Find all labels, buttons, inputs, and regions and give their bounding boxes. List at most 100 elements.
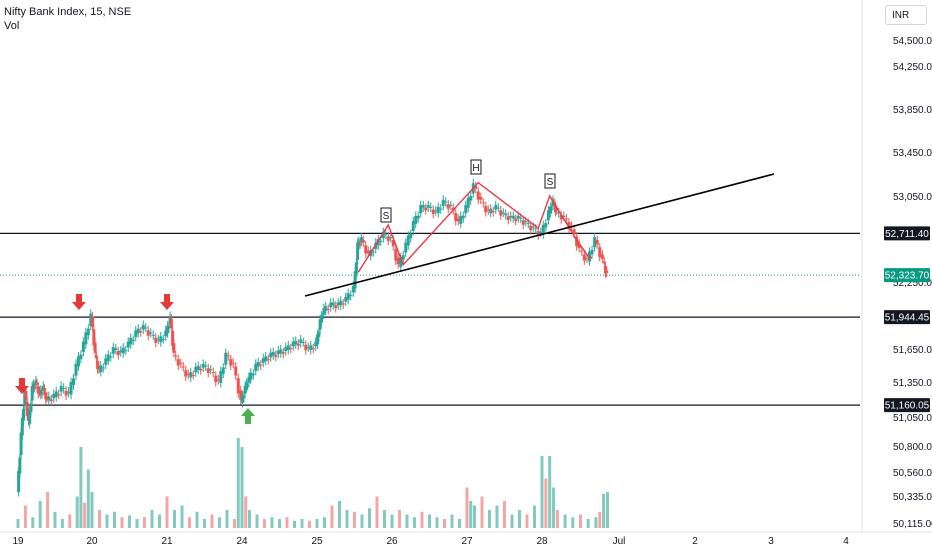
volume-bar <box>495 505 499 528</box>
volume-bar <box>458 519 461 528</box>
candle-body <box>106 354 110 361</box>
candle-body <box>564 218 568 220</box>
candle-body <box>416 215 420 219</box>
candle-body <box>489 208 493 214</box>
volume-indicator-label: Vol <box>4 20 20 32</box>
candle-body <box>436 206 440 214</box>
price-tick-label: 51,350.00 <box>893 378 932 389</box>
candle-body <box>511 215 515 219</box>
volume-bar <box>53 511 57 528</box>
time-tick-label: 4 <box>843 536 849 547</box>
volume-bar <box>469 501 473 528</box>
candle-body <box>174 355 178 357</box>
volume-bar <box>165 496 169 528</box>
candle-body <box>499 210 503 216</box>
volume-bar <box>263 519 266 528</box>
volume-bar <box>278 519 281 528</box>
candle-body <box>54 391 58 397</box>
candle-body <box>59 385 63 392</box>
candle-body <box>521 220 525 225</box>
volume-bar <box>443 519 446 528</box>
volume-bar <box>203 519 206 528</box>
candle-body <box>439 208 443 210</box>
candle-body <box>114 348 118 350</box>
volume-bar <box>143 517 146 528</box>
candle-body <box>266 359 270 361</box>
time-tick-label: 27 <box>461 536 473 547</box>
time-tick-label: 25 <box>311 536 323 547</box>
volume-bar <box>308 520 311 528</box>
volume-bar <box>46 492 50 528</box>
candle-body <box>364 245 368 254</box>
candle-body <box>18 457 22 474</box>
neckline-trendline <box>304 173 775 297</box>
volume-bar <box>86 469 90 528</box>
candle-body <box>35 383 39 384</box>
volume-bar <box>23 505 27 528</box>
candle-body <box>426 205 430 208</box>
candle-body <box>464 205 468 214</box>
candle-body <box>281 352 285 354</box>
volume-bar <box>383 510 386 528</box>
volume-bar <box>525 514 529 528</box>
breakdown-arrow-line <box>576 239 593 259</box>
candle-body <box>29 403 33 413</box>
candle-body <box>331 302 335 306</box>
candle-body <box>52 394 56 399</box>
volume-bar <box>285 517 289 528</box>
head-label-box <box>470 159 482 175</box>
candle-body <box>131 339 135 341</box>
volume-bar <box>398 510 401 528</box>
candle-body <box>194 367 198 373</box>
candle-body <box>294 340 298 345</box>
candle-body <box>81 341 85 352</box>
candle-body <box>249 372 253 380</box>
candle-body <box>358 243 362 245</box>
candle-body <box>309 345 313 350</box>
candle-body <box>209 369 213 371</box>
volume-bar <box>60 519 64 528</box>
candle-body <box>595 240 599 245</box>
price-tick-label: 54,500.00 <box>893 36 932 47</box>
candle-body <box>119 350 123 353</box>
candle-body <box>169 318 173 329</box>
candle-body <box>550 208 554 210</box>
candle-body <box>76 356 80 367</box>
volume-bar <box>552 487 556 528</box>
volume-bar <box>240 447 244 528</box>
candle-body <box>126 341 130 348</box>
last-price-tag <box>884 268 930 283</box>
candle-body <box>361 240 365 243</box>
volume-bar <box>300 519 304 528</box>
candle-body <box>531 226 535 228</box>
candle-body <box>84 332 88 345</box>
volume-bar <box>420 511 424 528</box>
buy-arrow-icon <box>241 408 255 424</box>
candle-body <box>456 218 460 222</box>
candle-body <box>62 387 66 389</box>
candle-body <box>93 342 97 353</box>
candle-body <box>40 392 44 394</box>
candle-body <box>304 344 308 351</box>
candle-body <box>404 242 408 253</box>
candle-body <box>289 348 293 350</box>
volume-bar <box>605 492 609 528</box>
volume-bar <box>571 517 575 528</box>
candle-body <box>191 374 195 376</box>
candle-body <box>414 215 418 224</box>
head-label: H <box>472 163 479 174</box>
candle-body <box>354 262 358 275</box>
time-tick-label: 20 <box>86 536 98 547</box>
candle-body <box>109 356 113 358</box>
candle-body <box>466 197 470 208</box>
candle-body <box>306 347 310 349</box>
candle-body <box>421 205 425 208</box>
currency-button[interactable]: INR <box>885 5 927 25</box>
candle-body <box>251 373 255 376</box>
volume-bar <box>135 519 139 528</box>
candle-body <box>74 363 78 376</box>
candle-body <box>424 207 428 211</box>
symbol-title: Nifty Bank Index, 15, NSE <box>4 6 132 18</box>
